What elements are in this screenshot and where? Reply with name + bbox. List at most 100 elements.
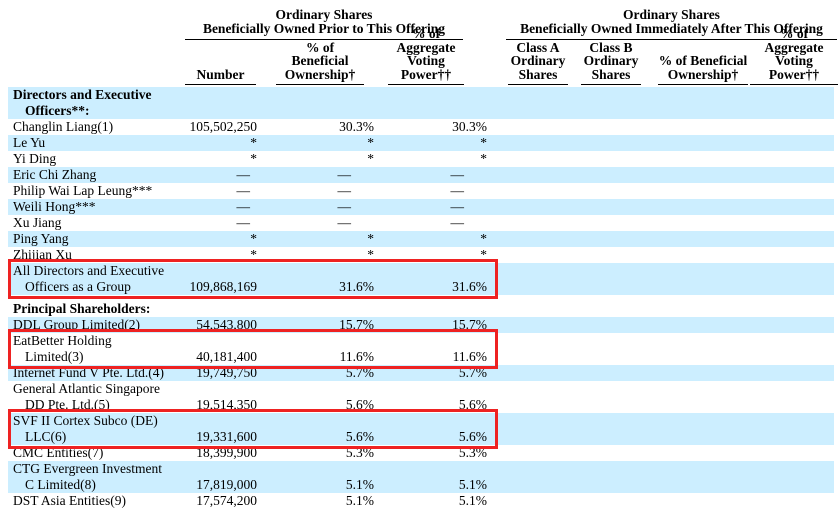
after-offering-cells <box>487 445 834 461</box>
pct-beneficial-ownership-prior: 31.6% <box>339 279 374 294</box>
entity-name-line: DST Asia Entities(9) <box>13 493 126 508</box>
pct-beneficial-ownership-prior: — <box>337 199 352 214</box>
section-header-row: Principal Shareholders: <box>8 301 834 317</box>
table-row: Xu Jiang — — — <box>8 215 834 231</box>
group-header-after-offering: Ordinary Shares Beneficially Owned Immed… <box>506 8 837 40</box>
entity-name: SVF II Cortex Subco (DE) LLC(6) <box>8 413 185 445</box>
pct-voting-power-prior: — <box>450 215 465 230</box>
table-header: Ordinary Shares Beneficially Owned Prior… <box>0 0 840 87</box>
column-header-pct-voting-prior: % of Aggregate Voting Power†† <box>388 27 464 85</box>
column-header-line: Ownership† <box>284 66 356 82</box>
pct-voting-power-prior: — <box>450 183 465 198</box>
table-row: All Directors and Executive Officers as a… <box>8 263 834 295</box>
pct-voting-power-prior: 5.7% <box>458 365 487 380</box>
after-offering-cells <box>487 231 834 247</box>
entity-name-line: Le Yu <box>13 135 46 150</box>
entity-name: CMC Entities(7) <box>8 445 185 461</box>
pct-voting-power-prior: 5.3% <box>458 445 487 460</box>
entity-name-line: Directors and Executive <box>13 87 152 102</box>
pct-voting-power-prior: 31.6% <box>452 279 487 294</box>
table-row: Internet Fund V Pte. Ltd.(4) 19,749,750 5.… <box>8 365 834 381</box>
after-offering-cells <box>487 365 834 381</box>
entity-name: All Directors and Executive Officers as a… <box>8 263 185 295</box>
pct-voting-power-prior: 11.6% <box>452 349 487 364</box>
column-header-class-b-shares: Class B Ordinary Shares <box>581 40 641 85</box>
table-row: SVF II Cortex Subco (DE) LLC(6) 19,331,600… <box>8 413 834 445</box>
pct-voting-power-prior: 5.6% <box>458 397 487 412</box>
entity-name: Ping Yang <box>8 231 185 247</box>
number-of-shares: 19,749,750 <box>196 365 257 380</box>
after-offering-cells <box>487 317 834 333</box>
table-row: Philip Wai Lap Leung*** — — — <box>8 183 834 199</box>
pct-voting-power-prior: 5.1% <box>458 477 487 492</box>
table-row: CMC Entities(7) 18,399,900 5.3% 5.3% <box>8 445 834 461</box>
table-row: EatBetter Holding Limited(3) 40,181,400 11.… <box>8 333 834 365</box>
entity-name-line: Yi Ding <box>13 151 57 166</box>
pct-beneficial-ownership-prior: — <box>337 183 352 198</box>
column-header-pct-voting-after: % of Aggregate Voting Power†† <box>750 27 838 85</box>
entity-name-line: CTG Evergreen Investment <box>13 461 162 476</box>
entity-name: DST Asia Entities(9) <box>8 493 185 509</box>
entity-name-line: Internet Fund V Pte. Ltd.(4) <box>13 365 164 380</box>
pct-beneficial-ownership-prior: * <box>367 231 374 246</box>
after-offering-cells <box>487 397 834 413</box>
entity-name: Zhijian Xu <box>8 247 185 263</box>
pct-voting-power-prior: 5.6% <box>458 429 487 444</box>
column-header-number: Number <box>185 66 256 85</box>
table-row: DST Asia Entities(9) 17,574,200 5.1% 5.1% <box>8 493 834 509</box>
entity-name-line: DD Pte. Ltd.(5) <box>25 397 110 412</box>
entity-name: CTG Evergreen Investment C Limited(8) <box>8 461 185 493</box>
group-header-line: Beneficially Owned Immediately After Thi… <box>520 21 823 36</box>
column-header-line: Voting <box>407 53 445 68</box>
column-header-line: % of Beneficial <box>291 39 349 68</box>
table-row: General Atlantic Singapore DD Pte. Ltd.(5… <box>8 381 834 413</box>
number-of-shares: — <box>236 167 251 182</box>
after-offering-cells <box>487 119 834 135</box>
group-header-line: Ordinary Shares <box>623 7 720 22</box>
table-row: Yi Ding * * * <box>8 151 834 167</box>
column-header-line: Power†† <box>768 66 820 82</box>
entity-name: DDL Group Limited(2) <box>8 317 185 333</box>
pct-beneficial-ownership-prior: * <box>367 135 374 150</box>
pct-beneficial-ownership-prior: * <box>367 151 374 166</box>
column-header-line: % of Beneficial <box>658 53 748 68</box>
column-header-line: Class A <box>516 39 560 55</box>
entity-name: Eric Chi Zhang <box>8 167 185 183</box>
entity-name: Philip Wai Lap Leung*** <box>8 183 185 199</box>
entity-name: Xu Jiang <box>8 215 185 231</box>
pct-beneficial-ownership-prior: 11.6% <box>339 349 374 364</box>
entity-name-line: Limited(3) <box>25 349 84 364</box>
after-offering-cells <box>487 349 834 365</box>
number-of-shares: 18,399,900 <box>196 445 257 460</box>
after-offering-cells <box>487 183 834 199</box>
number-of-shares: — <box>236 199 251 214</box>
table-row: Weili Hong*** — — — <box>8 199 834 215</box>
table-row: Zhijian Xu * * * <box>8 247 834 263</box>
group-header-line: Ordinary Shares <box>275 7 373 22</box>
column-header-line: Shares <box>518 66 558 82</box>
after-offering-cells <box>487 477 834 493</box>
after-offering-cells <box>487 199 834 215</box>
table-row: Ping Yang * * * <box>8 231 834 247</box>
entity-name-line: CMC Entities(7) <box>13 445 104 460</box>
column-header-line: Number <box>196 66 245 82</box>
after-offering-cells <box>487 215 834 231</box>
number-of-shares: 105,502,250 <box>189 119 258 134</box>
group-header-prior-offering: Ordinary Shares Beneficially Owned Prior… <box>185 8 463 40</box>
number-of-shares: — <box>236 183 251 198</box>
entity-name-line: C Limited(8) <box>25 477 96 492</box>
entity-name-line: Weili Hong*** <box>13 199 96 214</box>
entity-name-line: SVF II Cortex Subco (DE) <box>13 413 158 428</box>
column-header-line: % of Aggregate <box>396 26 456 55</box>
entity-name-line: Principal Shareholders: <box>13 301 151 316</box>
entity-name-line: Changlin Liang(1) <box>13 119 114 134</box>
pct-beneficial-ownership-prior: 15.7% <box>339 317 374 332</box>
entity-name: Directors and Executive Officers**: <box>8 87 185 119</box>
entity-name: General Atlantic Singapore DD Pte. Ltd.(5… <box>8 381 185 413</box>
entity-name: EatBetter Holding Limited(3) <box>8 333 185 365</box>
pct-voting-power-prior: 15.7% <box>452 317 487 332</box>
entity-name-line: LLC(6) <box>25 429 67 444</box>
number-of-shares: 40,181,400 <box>196 349 257 364</box>
after-offering-cells <box>487 103 834 119</box>
number-of-shares: 54,543,800 <box>196 317 257 332</box>
